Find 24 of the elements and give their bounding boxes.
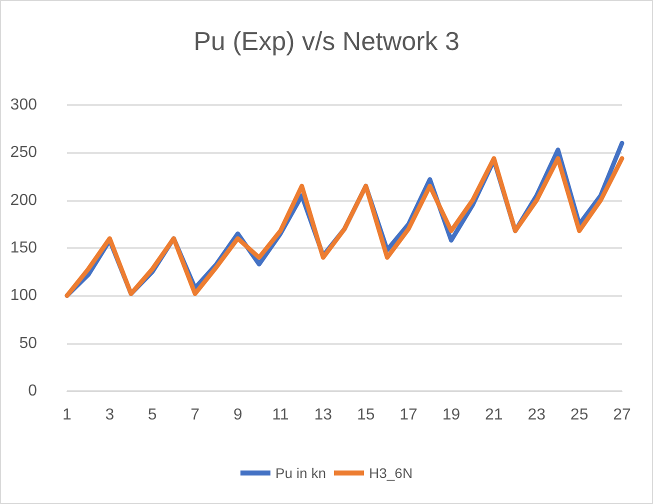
legend-label: Pu in kn (275, 465, 326, 481)
x-tick-label: 13 (314, 406, 332, 424)
y-tick-label: 50 (19, 334, 38, 352)
y-tick-label: 0 (28, 382, 38, 400)
y-tick-label: 100 (10, 287, 38, 304)
x-tick-label: 21 (485, 406, 503, 424)
x-tick-label: 25 (570, 406, 588, 424)
x-tick-label: 17 (400, 406, 418, 424)
x-tick-label: 27 (613, 406, 631, 424)
x-tick-label: 5 (148, 406, 157, 424)
chart-title: Pu (Exp) v/s Network 3 (194, 26, 460, 56)
x-tick-label: 15 (356, 406, 375, 424)
x-tick-label: 7 (190, 406, 200, 424)
x-tick-label: 1 (62, 406, 72, 424)
x-tick-label: 23 (528, 406, 546, 424)
x-tick-label: 19 (442, 406, 460, 424)
x-tick-label: 9 (233, 406, 242, 424)
x-tick-label: 11 (272, 406, 289, 424)
y-tick-label: 200 (10, 192, 38, 209)
x-tick-label: 3 (105, 406, 114, 424)
y-tick-label: 250 (10, 144, 38, 162)
y-tick-label: 300 (10, 96, 38, 114)
legend-label: H3_6N (369, 465, 413, 481)
y-tick-label: 150 (10, 240, 38, 256)
